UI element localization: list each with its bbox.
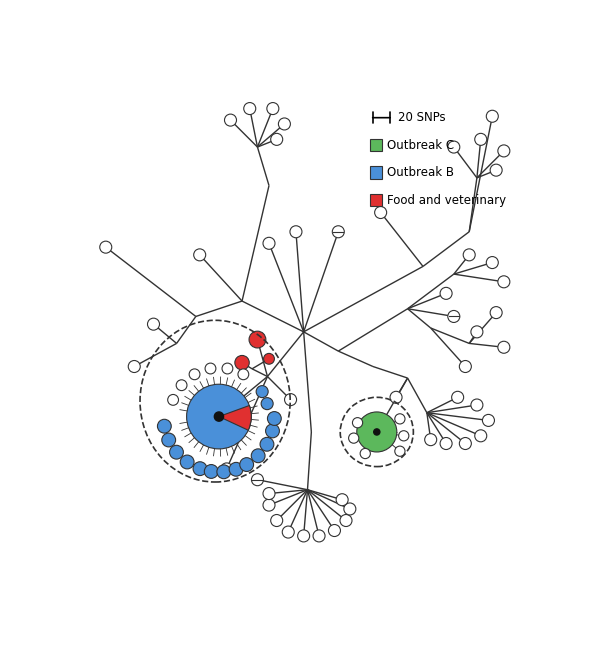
Circle shape xyxy=(266,424,280,438)
Circle shape xyxy=(349,433,359,443)
Circle shape xyxy=(374,429,380,435)
Circle shape xyxy=(440,437,452,450)
Circle shape xyxy=(170,445,184,459)
Circle shape xyxy=(352,417,362,428)
Circle shape xyxy=(263,353,274,364)
Circle shape xyxy=(390,391,402,403)
Circle shape xyxy=(460,437,472,450)
Circle shape xyxy=(222,363,233,374)
Circle shape xyxy=(193,462,207,476)
Circle shape xyxy=(256,386,268,398)
Circle shape xyxy=(395,414,405,424)
Circle shape xyxy=(261,398,273,410)
Circle shape xyxy=(486,110,499,122)
Circle shape xyxy=(336,494,348,505)
Bar xyxy=(370,194,382,206)
Circle shape xyxy=(471,399,483,411)
Circle shape xyxy=(271,515,283,527)
Circle shape xyxy=(167,395,179,405)
Circle shape xyxy=(221,463,233,475)
Circle shape xyxy=(313,530,325,542)
Circle shape xyxy=(398,431,409,441)
Circle shape xyxy=(448,141,460,153)
Circle shape xyxy=(448,310,460,323)
Circle shape xyxy=(214,412,224,421)
Bar xyxy=(370,139,382,151)
Circle shape xyxy=(189,369,200,380)
Circle shape xyxy=(482,415,494,426)
Wedge shape xyxy=(219,406,251,430)
Circle shape xyxy=(498,145,510,157)
Circle shape xyxy=(238,369,249,380)
Circle shape xyxy=(440,287,452,299)
Circle shape xyxy=(251,474,263,486)
Circle shape xyxy=(271,133,283,145)
Circle shape xyxy=(148,318,160,330)
Circle shape xyxy=(486,257,499,268)
Circle shape xyxy=(224,114,236,126)
Circle shape xyxy=(471,326,483,338)
Circle shape xyxy=(194,249,206,261)
Circle shape xyxy=(452,391,464,403)
Circle shape xyxy=(157,419,171,433)
Circle shape xyxy=(229,463,243,476)
Circle shape xyxy=(217,465,230,479)
Circle shape xyxy=(395,446,405,456)
Circle shape xyxy=(460,360,472,373)
Circle shape xyxy=(244,102,256,115)
Circle shape xyxy=(475,430,487,442)
Text: Outbreak C: Outbreak C xyxy=(387,139,454,152)
Circle shape xyxy=(235,356,249,370)
Circle shape xyxy=(187,384,251,449)
Circle shape xyxy=(263,499,275,511)
Circle shape xyxy=(475,133,487,145)
Text: Food and veterinary: Food and veterinary xyxy=(387,194,506,207)
Circle shape xyxy=(357,412,397,452)
Circle shape xyxy=(205,363,216,374)
Circle shape xyxy=(278,118,290,130)
Circle shape xyxy=(344,503,356,515)
Circle shape xyxy=(268,411,281,425)
Circle shape xyxy=(176,380,187,391)
Circle shape xyxy=(263,487,275,500)
Circle shape xyxy=(284,393,296,406)
Circle shape xyxy=(328,524,340,537)
Circle shape xyxy=(205,465,218,478)
Circle shape xyxy=(332,226,344,238)
Circle shape xyxy=(249,331,266,348)
Circle shape xyxy=(263,237,275,249)
Circle shape xyxy=(340,515,352,527)
Bar xyxy=(370,167,382,179)
Circle shape xyxy=(251,449,265,463)
Circle shape xyxy=(360,448,370,459)
Circle shape xyxy=(425,434,437,446)
Circle shape xyxy=(282,526,294,538)
Circle shape xyxy=(100,241,112,253)
Circle shape xyxy=(298,530,310,542)
Circle shape xyxy=(498,341,510,353)
Circle shape xyxy=(490,164,502,176)
Circle shape xyxy=(240,457,254,472)
Circle shape xyxy=(290,226,302,238)
Circle shape xyxy=(267,102,279,115)
Circle shape xyxy=(490,307,502,319)
Circle shape xyxy=(498,276,510,288)
Text: Outbreak B: Outbreak B xyxy=(387,166,454,179)
Circle shape xyxy=(162,433,176,447)
Circle shape xyxy=(463,249,475,261)
Text: 20 SNPs: 20 SNPs xyxy=(398,111,445,124)
Circle shape xyxy=(128,360,140,373)
Circle shape xyxy=(180,455,194,469)
Circle shape xyxy=(374,207,386,218)
Circle shape xyxy=(260,437,274,451)
